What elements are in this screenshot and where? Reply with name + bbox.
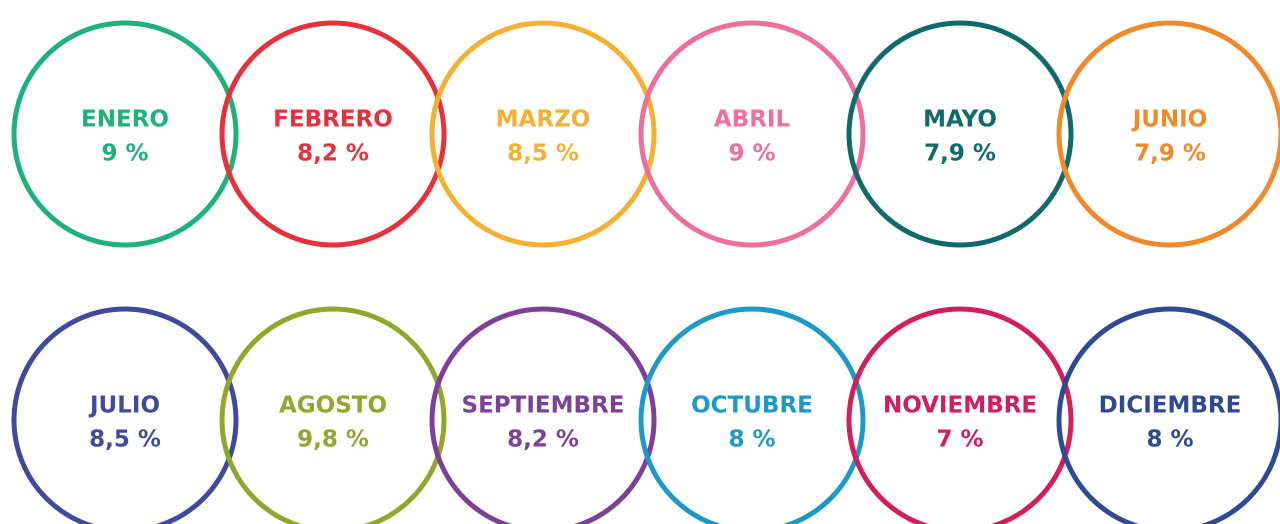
month-value: 8,2 % (297, 141, 369, 167)
month-value: 7,9 % (924, 141, 996, 167)
month-value: 7,9 % (1134, 141, 1206, 167)
month-label: MAYO (923, 107, 997, 133)
month-value: 8,5 % (507, 141, 579, 167)
month-circle (219, 306, 447, 524)
month-circle (1056, 306, 1280, 524)
month-circle (638, 20, 866, 248)
month-value: 8,5 % (89, 427, 161, 453)
month-label: DICIEMBRE (1099, 393, 1242, 419)
month-value: 8 % (1146, 427, 1193, 453)
month-label: SEPTIEMBRE (462, 393, 625, 419)
month-label: JULIO (88, 393, 160, 419)
month-circle (11, 306, 239, 524)
month-value: 8,2 % (507, 427, 579, 453)
month-value: 9 % (728, 141, 775, 167)
month-label: ABRIL (714, 107, 791, 133)
month-circle (846, 306, 1074, 524)
month-label: AGOSTO (279, 393, 387, 419)
month-label: MARZO (496, 107, 591, 133)
month-circle (429, 306, 657, 524)
month-circle (638, 306, 866, 524)
month-label: ENERO (81, 107, 169, 133)
month-circle (11, 20, 239, 248)
month-circle (429, 20, 657, 248)
month-value: 7 % (936, 427, 983, 453)
month-circle (846, 20, 1074, 248)
month-value: 9 % (101, 141, 148, 167)
month-value: 9,8 % (297, 427, 369, 453)
month-label: FEBRERO (273, 107, 393, 133)
month-value: 8 % (728, 427, 775, 453)
month-label: OCTUBRE (691, 393, 813, 419)
month-label: JUNIO (1131, 107, 1208, 133)
month-label: NOVIEMBRE (883, 393, 1037, 419)
month-circle (1056, 20, 1280, 248)
month-circle (219, 20, 447, 248)
